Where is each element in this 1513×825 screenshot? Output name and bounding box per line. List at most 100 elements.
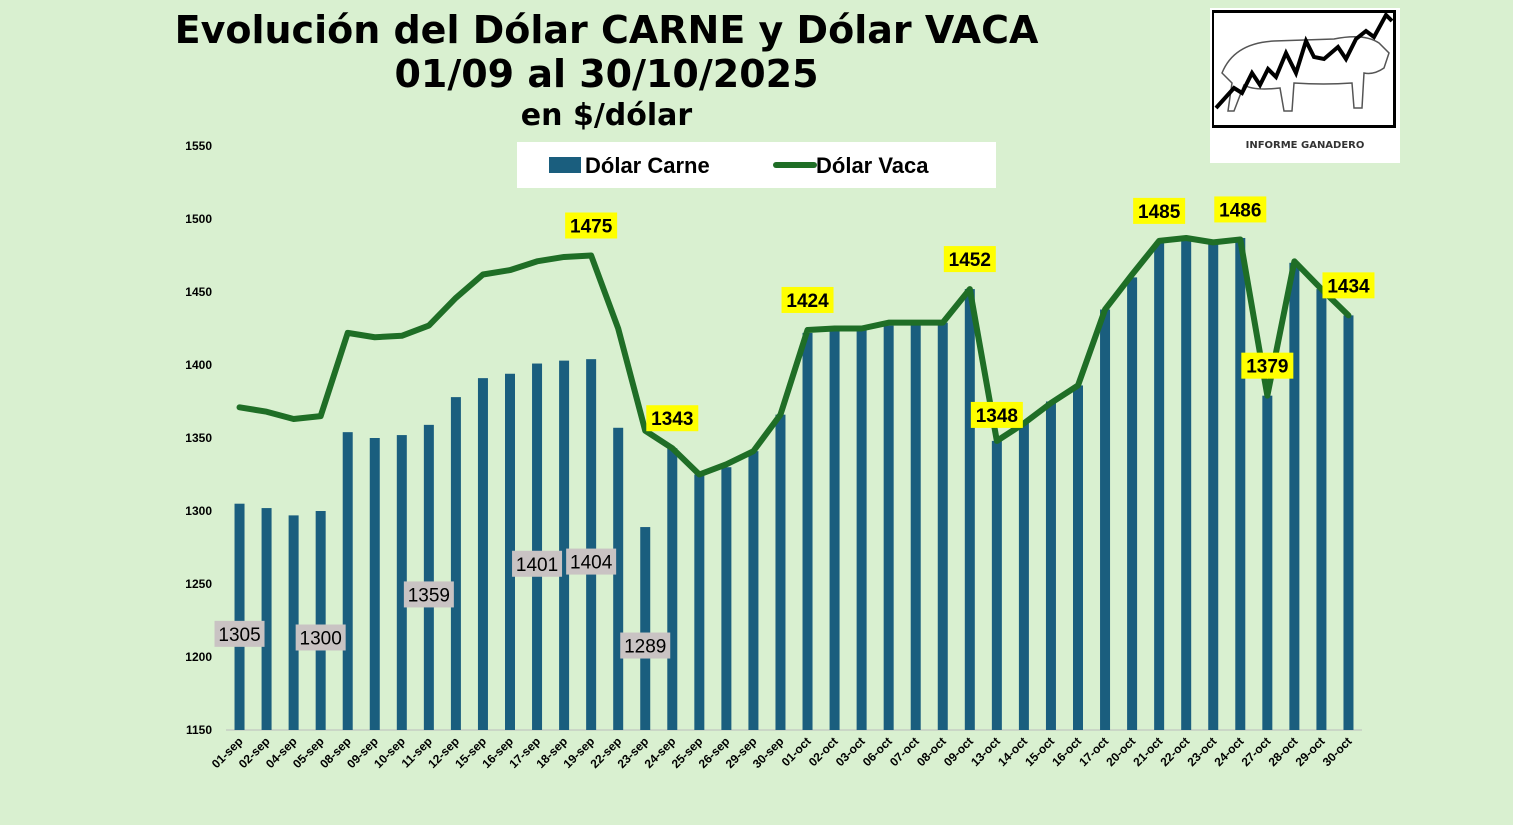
bar-dolar-carne bbox=[1316, 289, 1327, 730]
line-dolar-vaca bbox=[236, 234, 1352, 478]
bar-dolar-carne bbox=[613, 427, 624, 730]
bar-dolar-carne bbox=[1100, 309, 1111, 730]
line-data-label: 1343 bbox=[651, 409, 693, 430]
bar-dolar-carne bbox=[802, 332, 813, 730]
x-tick-label: 01-oct bbox=[779, 734, 814, 769]
y-tick-label: 1300 bbox=[185, 504, 212, 518]
y-tick-label: 1250 bbox=[185, 577, 212, 591]
bar-dolar-carne bbox=[1181, 236, 1192, 730]
line-data-label-box bbox=[970, 401, 1023, 428]
bar-data-label: 1289 bbox=[624, 637, 666, 658]
x-tick-label: 30-oct bbox=[1320, 734, 1355, 769]
bar-data-label: 1359 bbox=[408, 585, 450, 606]
legend-box bbox=[517, 142, 996, 188]
legend-swatch-dolar-carne bbox=[549, 157, 581, 173]
bar-dolar-carne bbox=[559, 360, 570, 730]
bar-dolar-carne bbox=[477, 378, 488, 730]
logo-text: INFORME GANADERO bbox=[1245, 140, 1365, 151]
x-tick-label: 13-oct bbox=[968, 734, 1003, 769]
bar-dolar-carne bbox=[315, 511, 326, 730]
bar-dolar-carne bbox=[586, 359, 597, 730]
x-tick-label: 02-oct bbox=[806, 734, 841, 769]
bar-dolar-carne bbox=[694, 474, 705, 730]
bar-dolar-carne bbox=[234, 503, 245, 730]
y-tick-label: 1550 bbox=[185, 139, 212, 153]
y-tick-label: 1150 bbox=[186, 723, 212, 737]
bar-dolar-carne bbox=[856, 328, 867, 730]
x-tick-label: 17-oct bbox=[1076, 734, 1111, 769]
bar-data-label: 1404 bbox=[570, 553, 613, 574]
bar-dolar-carne bbox=[1262, 395, 1273, 730]
bar-dolar-carne bbox=[396, 435, 407, 730]
bar-dolar-carne bbox=[532, 363, 543, 730]
x-tick-label: 06-oct bbox=[860, 734, 895, 769]
x-tick-label: 08-oct bbox=[914, 734, 949, 769]
x-tick-label: 21-oct bbox=[1130, 734, 1165, 769]
x-tick-label: 09-oct bbox=[941, 734, 976, 769]
line-data-label: 1379 bbox=[1246, 357, 1288, 378]
x-tick-label: 29-oct bbox=[1293, 734, 1328, 769]
bar-data-label-box bbox=[512, 550, 563, 577]
x-tick-label: 23-oct bbox=[1184, 734, 1219, 769]
x-tick-label: 30-sep bbox=[750, 734, 787, 771]
bar-dolar-carne bbox=[910, 324, 921, 730]
legend-label-dolar-vaca: Dólar Vaca bbox=[816, 153, 929, 178]
bar-dolar-carne bbox=[288, 515, 299, 730]
chart-subtitle-dates: 01/09 al 30/10/2025 bbox=[394, 52, 819, 96]
x-tick-label: 07-oct bbox=[887, 734, 922, 769]
line-data-label: 1434 bbox=[1327, 276, 1370, 297]
bar-dolar-carne bbox=[667, 448, 678, 730]
line-data-label: 1348 bbox=[976, 406, 1018, 427]
x-tick-label: 20-oct bbox=[1103, 734, 1138, 769]
bar-dolar-carne bbox=[721, 467, 732, 730]
line-data-label-box bbox=[1214, 196, 1267, 223]
bar-dolar-carne bbox=[369, 438, 380, 730]
x-tick-label: 27-oct bbox=[1239, 734, 1274, 769]
line-data-label: 1485 bbox=[1138, 202, 1181, 223]
bar-dolar-carne bbox=[1343, 315, 1354, 730]
y-tick-label: 1450 bbox=[185, 285, 212, 299]
line-data-label: 1424 bbox=[786, 291, 829, 312]
bar-dolar-carne bbox=[423, 424, 434, 730]
x-tick-label: 24-oct bbox=[1212, 734, 1247, 769]
x-tick-label: 15-oct bbox=[1022, 734, 1057, 769]
y-tick-label: 1400 bbox=[185, 358, 212, 372]
y-tick-label: 1200 bbox=[185, 650, 212, 664]
bar-data-label-box bbox=[295, 624, 346, 651]
bar-dolar-carne bbox=[748, 451, 759, 730]
line-data-label: 1452 bbox=[949, 250, 991, 271]
bar-dolar-carne bbox=[1045, 401, 1056, 730]
bar-dolar-carne bbox=[775, 414, 786, 730]
bar-data-label-box bbox=[214, 620, 265, 647]
line-data-label-box bbox=[781, 286, 834, 313]
bar-data-label-box bbox=[620, 632, 671, 659]
bar-dolar-carne bbox=[1208, 240, 1219, 730]
y-tick-label: 1350 bbox=[185, 431, 212, 445]
bar-dolar-carne bbox=[1154, 242, 1165, 731]
bar-dolar-carne bbox=[450, 397, 461, 730]
logo-frame bbox=[1212, 10, 1396, 128]
legend-label-dolar-carne: Dólar Carne bbox=[585, 153, 710, 178]
bar-data-label-box bbox=[403, 581, 454, 608]
x-tick-label: 16-oct bbox=[1049, 734, 1084, 769]
line-data-label-box bbox=[1241, 352, 1294, 379]
chart-title: Evolución del Dólar CARNE y Dólar VACA bbox=[174, 8, 1039, 52]
x-tick-label: 14-oct bbox=[995, 734, 1030, 769]
bar-dolar-carne bbox=[829, 328, 840, 730]
line-data-label-box bbox=[1322, 272, 1375, 299]
x-tick-label: 22-oct bbox=[1157, 734, 1192, 769]
bar-dolar-carne bbox=[883, 325, 894, 730]
line-data-label: 1486 bbox=[1219, 200, 1261, 221]
line-data-label: 1475 bbox=[570, 217, 613, 238]
line-data-label-box bbox=[565, 212, 618, 239]
line-data-label-box bbox=[1133, 197, 1186, 224]
chart-subtitle-units: en $/dólar bbox=[520, 98, 693, 133]
bar-dolar-carne bbox=[991, 440, 1002, 730]
bar-dolar-carne bbox=[1127, 277, 1138, 730]
y-tick-label: 1500 bbox=[185, 212, 212, 226]
bar-dolar-carne bbox=[937, 322, 948, 730]
line-data-label-box bbox=[943, 246, 996, 273]
bar-data-label: 1300 bbox=[300, 629, 342, 650]
bar-dolar-carne bbox=[1235, 237, 1246, 731]
